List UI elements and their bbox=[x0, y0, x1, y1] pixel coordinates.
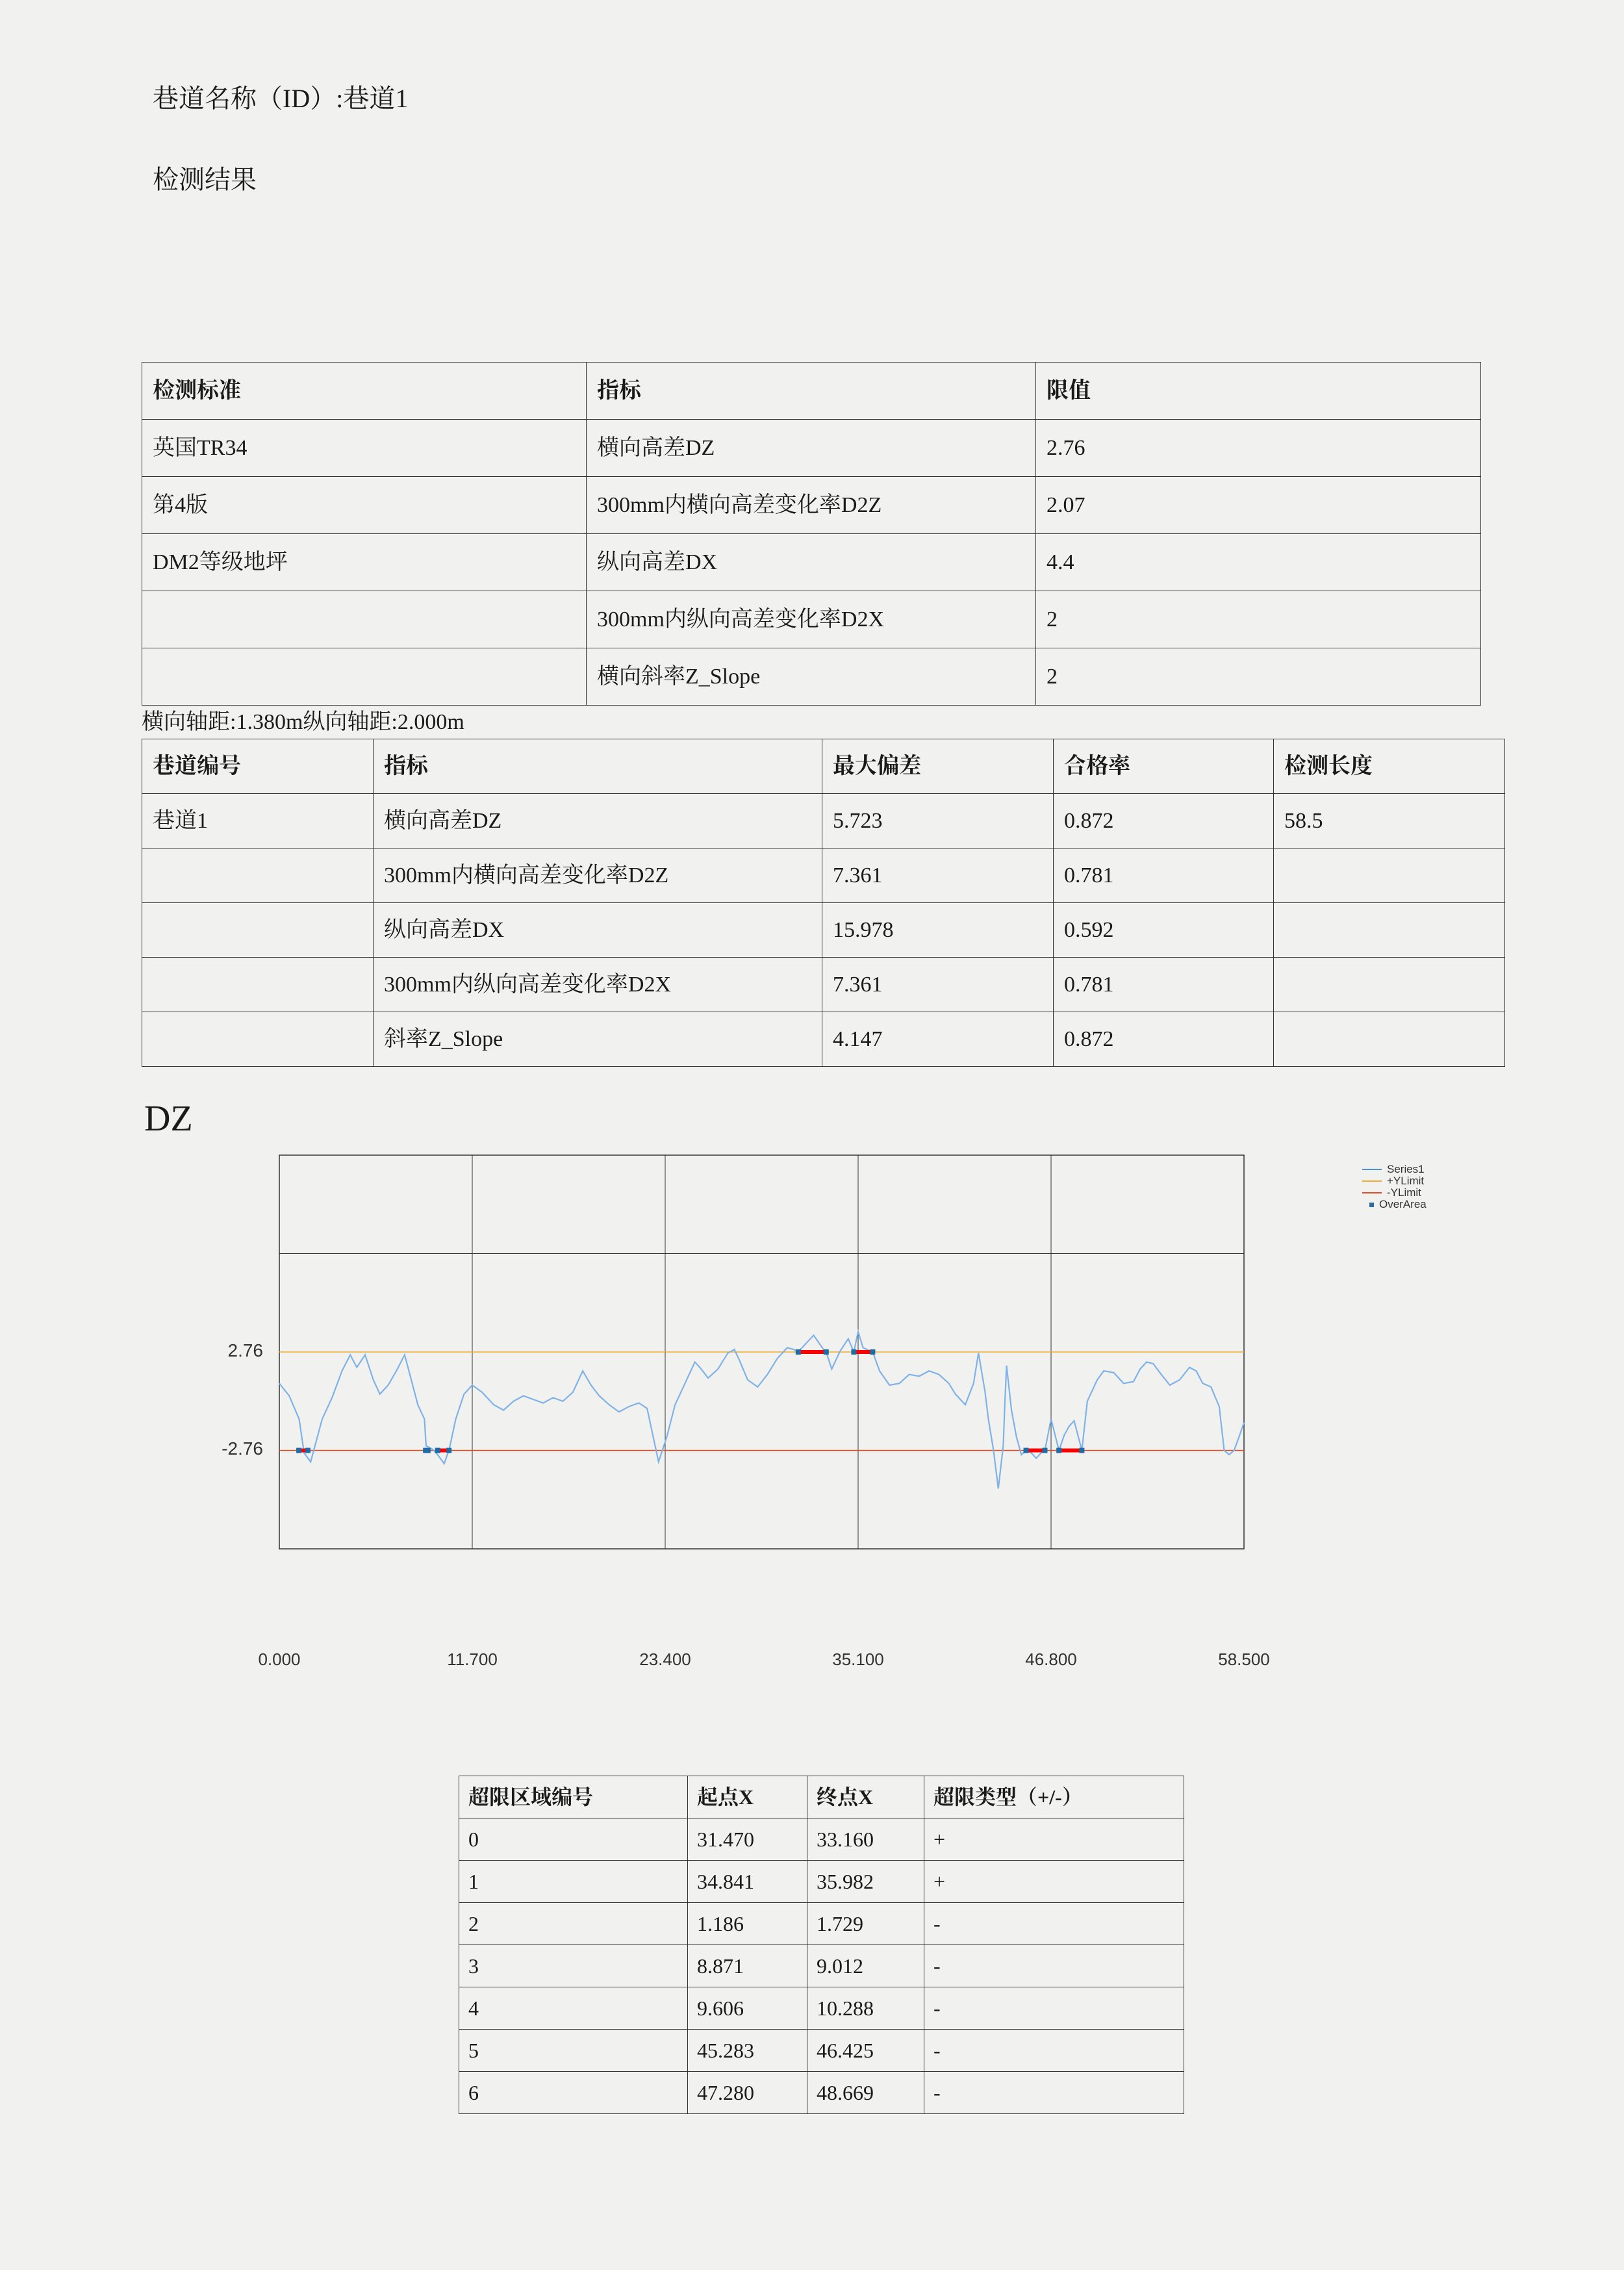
svg-text:11.700: 11.700 bbox=[447, 1650, 498, 1669]
svg-text:2.76: 2.76 bbox=[228, 1340, 264, 1360]
svg-text:-2.76: -2.76 bbox=[222, 1438, 263, 1459]
svg-text:35.100: 35.100 bbox=[832, 1650, 884, 1669]
svg-text:0.000: 0.000 bbox=[258, 1650, 300, 1669]
svg-text:46.800: 46.800 bbox=[1025, 1650, 1077, 1669]
svg-text:23.400: 23.400 bbox=[639, 1650, 691, 1669]
svg-text:58.500: 58.500 bbox=[1218, 1650, 1270, 1669]
